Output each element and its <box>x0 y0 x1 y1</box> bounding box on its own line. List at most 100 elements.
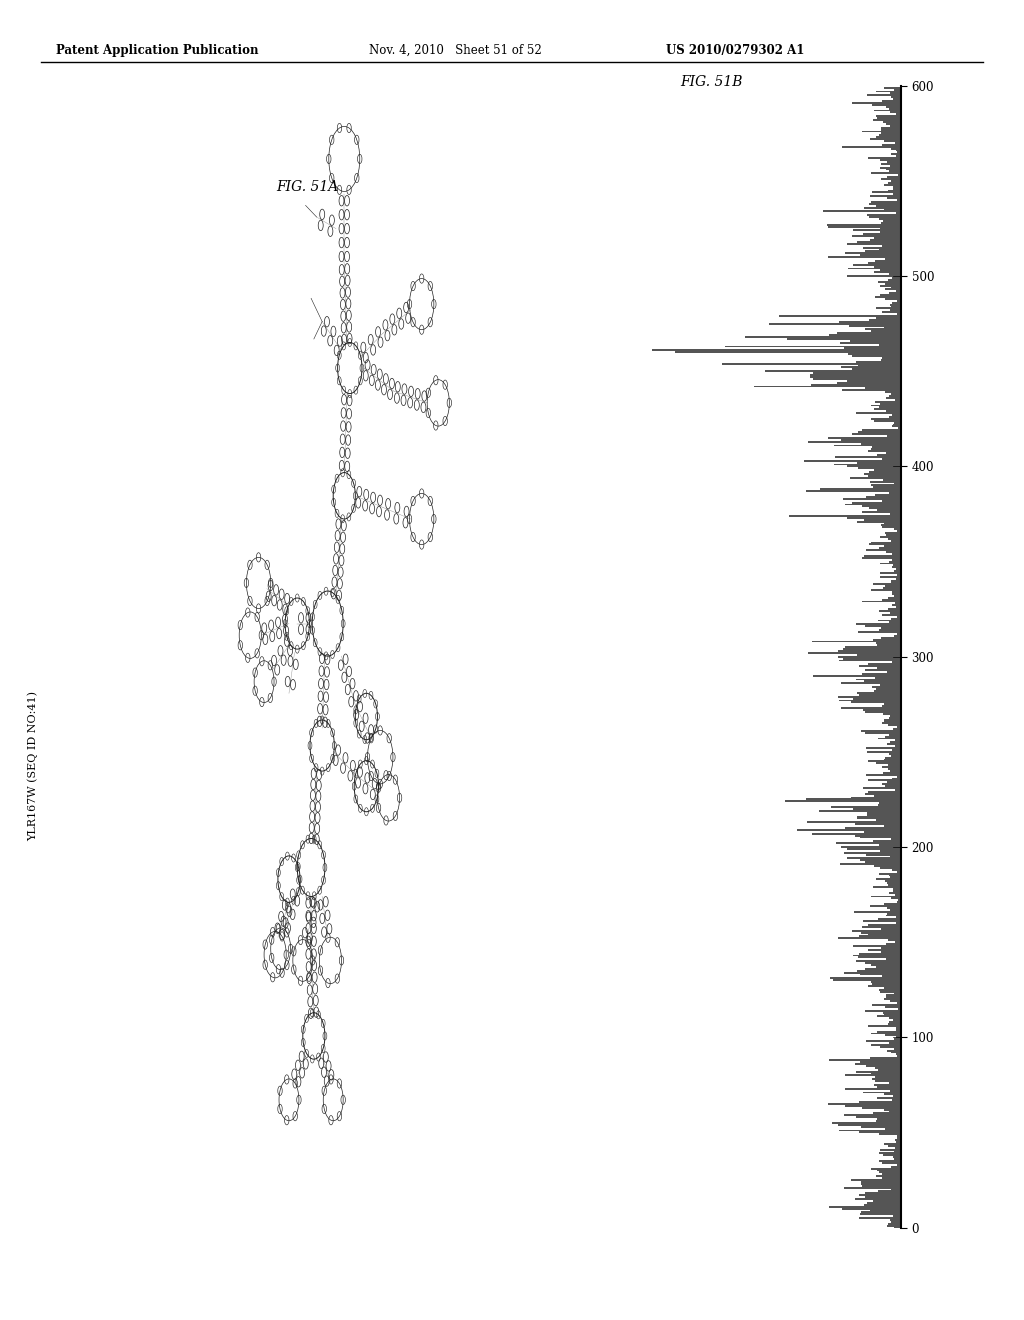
Bar <box>881 946 901 949</box>
Bar <box>891 838 901 841</box>
Bar <box>877 644 901 647</box>
Bar <box>860 255 901 256</box>
Text: Nov. 4, 2010   Sheet 51 of 52: Nov. 4, 2010 Sheet 51 of 52 <box>369 44 542 57</box>
Bar <box>859 936 901 937</box>
Bar <box>869 203 901 205</box>
Bar <box>897 871 901 873</box>
Bar <box>856 960 901 962</box>
Bar <box>865 854 901 855</box>
Bar <box>883 356 901 359</box>
Bar <box>878 619 901 622</box>
Bar <box>813 378 901 380</box>
Bar <box>888 1049 901 1052</box>
Bar <box>881 178 901 180</box>
Bar <box>804 459 901 462</box>
Bar <box>888 1222 901 1225</box>
Bar <box>890 304 901 306</box>
Bar <box>879 1134 901 1135</box>
Bar <box>852 102 901 104</box>
Bar <box>883 458 901 459</box>
Bar <box>893 186 901 187</box>
Bar <box>892 1100 901 1101</box>
Bar <box>871 418 901 420</box>
Bar <box>840 863 901 865</box>
Bar <box>872 886 901 888</box>
Bar <box>856 623 901 626</box>
Bar <box>892 777 901 779</box>
Bar <box>897 1007 901 1010</box>
Bar <box>847 847 901 850</box>
Bar <box>837 381 901 384</box>
Bar <box>806 799 901 800</box>
Bar <box>865 774 901 776</box>
Bar <box>806 490 901 492</box>
Bar <box>811 384 901 385</box>
Bar <box>880 285 901 286</box>
Bar <box>856 412 901 414</box>
Bar <box>891 125 901 127</box>
Bar <box>847 380 901 381</box>
Bar <box>890 770 901 772</box>
Bar <box>840 342 901 343</box>
Bar <box>884 998 901 1001</box>
Bar <box>881 572 901 574</box>
Bar <box>856 1117 901 1118</box>
Bar <box>828 1104 901 1105</box>
Bar <box>894 483 901 484</box>
Bar <box>890 909 901 911</box>
Bar <box>878 804 901 807</box>
Bar <box>854 911 901 912</box>
Bar <box>880 343 901 346</box>
Bar <box>838 333 901 334</box>
Bar <box>847 275 901 277</box>
Bar <box>722 363 901 364</box>
Bar <box>870 589 901 591</box>
Bar <box>872 686 901 688</box>
Bar <box>862 920 901 923</box>
Bar <box>819 488 901 490</box>
Bar <box>853 230 901 231</box>
Bar <box>866 1040 901 1041</box>
Bar <box>864 968 901 970</box>
Bar <box>876 260 901 261</box>
Bar <box>855 1063 901 1065</box>
Bar <box>865 329 901 330</box>
Bar <box>870 404 901 407</box>
Bar <box>861 1126 901 1127</box>
Bar <box>876 688 901 690</box>
Bar <box>857 692 901 694</box>
Bar <box>890 612 901 614</box>
Bar <box>863 247 901 248</box>
Bar <box>891 96 901 98</box>
Bar <box>894 1048 901 1049</box>
Bar <box>880 1152 901 1154</box>
Bar <box>896 1053 901 1056</box>
Bar <box>865 711 901 713</box>
Bar <box>891 393 901 395</box>
Bar <box>844 347 901 350</box>
Bar <box>881 867 901 869</box>
Bar <box>881 950 901 953</box>
Bar <box>859 694 901 696</box>
Bar <box>884 825 901 828</box>
Bar <box>888 940 901 941</box>
Bar <box>895 399 901 401</box>
Bar <box>876 1067 901 1069</box>
Bar <box>889 561 901 562</box>
Bar <box>880 218 901 220</box>
Bar <box>881 524 901 527</box>
Bar <box>889 395 901 397</box>
Bar <box>884 1143 901 1144</box>
Bar <box>725 346 901 347</box>
Bar <box>844 1114 901 1117</box>
Bar <box>889 752 901 755</box>
Bar <box>865 626 901 627</box>
Bar <box>877 1175 901 1177</box>
Bar <box>863 234 901 235</box>
Bar <box>877 763 901 764</box>
Bar <box>877 454 901 455</box>
Bar <box>861 131 901 132</box>
Bar <box>849 325 901 326</box>
Bar <box>838 937 901 940</box>
Bar <box>894 993 901 994</box>
